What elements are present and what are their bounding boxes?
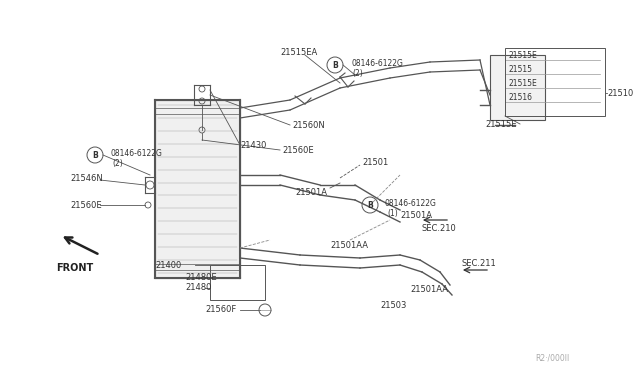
Text: 21501AA: 21501AA [410, 285, 448, 295]
Text: 21560N: 21560N [292, 121, 324, 129]
Text: 21501: 21501 [362, 157, 388, 167]
Text: 21400: 21400 [155, 260, 181, 269]
Text: 08146-6122G: 08146-6122G [352, 58, 404, 67]
Text: SEC.211: SEC.211 [462, 259, 497, 267]
Bar [490, 55, 545, 120]
Text: SEC.210: SEC.210 [422, 224, 457, 232]
Text: 21501A: 21501A [400, 211, 432, 219]
Polygon shape [155, 100, 240, 278]
Text: FRONT: FRONT [56, 263, 93, 273]
Text: (1): (1) [387, 208, 397, 218]
Text: 21516: 21516 [509, 93, 533, 102]
Text: 21560E: 21560E [70, 201, 102, 209]
Text: B: B [367, 201, 373, 209]
Text: 21501AA: 21501AA [330, 241, 368, 250]
Text: (2): (2) [352, 68, 363, 77]
Text: 21515E: 21515E [485, 119, 516, 128]
Text: 21560E: 21560E [282, 145, 314, 154]
Text: 08146-6122G: 08146-6122G [385, 199, 437, 208]
Text: 08146-6122G: 08146-6122G [110, 148, 162, 157]
Text: 21515EA: 21515EA [280, 48, 317, 57]
Bar [505, 48, 605, 116]
Text: 21480: 21480 [185, 283, 211, 292]
Text: 21515E: 21515E [509, 51, 538, 60]
Text: 21501A: 21501A [295, 187, 327, 196]
Text: 21515: 21515 [509, 64, 533, 74]
Text: 21546N: 21546N [70, 173, 103, 183]
Text: B: B [92, 151, 98, 160]
Text: 21515E: 21515E [509, 78, 538, 87]
Text: (2): (2) [112, 158, 123, 167]
Text: 21510: 21510 [607, 89, 633, 97]
Text: 21480E: 21480E [185, 273, 216, 282]
Bar [210, 265, 265, 300]
Text: 21503: 21503 [380, 301, 406, 310]
Text: B: B [332, 61, 338, 70]
Text: 21430: 21430 [240, 141, 266, 150]
Text: R2·/000II: R2·/000II [535, 353, 569, 362]
Text: 21560F: 21560F [205, 305, 236, 314]
